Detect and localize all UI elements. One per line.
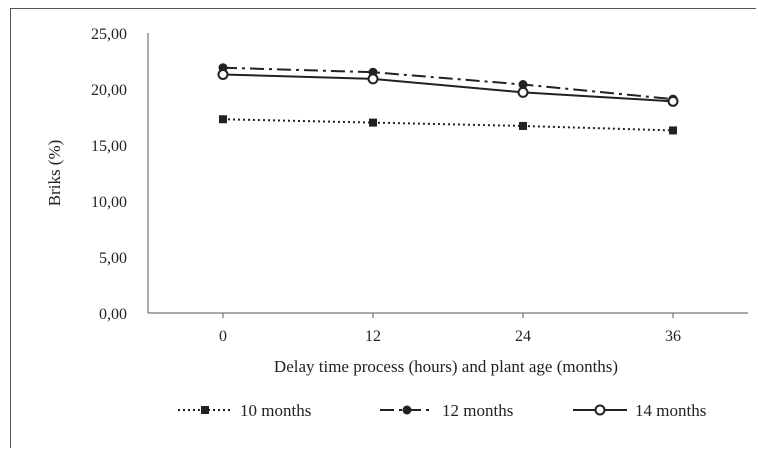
data-point [518,80,528,90]
axes [147,33,748,314]
x-tick-label: 0 [219,328,227,345]
y-tick-label: 15,00 [91,138,127,155]
data-point [519,121,527,130]
data-point [369,118,377,127]
legend-label: 10 months [240,401,311,420]
y-tick-labels: 0,00 5,00 10,00 15,00 20,00 25,00 [91,26,127,323]
data-point [669,126,677,135]
series-line-10-months [222,118,674,132]
legend-item-12-months: 12 months [380,401,513,420]
legend-label: 12 months [442,401,513,420]
data-point [217,68,229,80]
series-layer [217,63,679,135]
data-point [219,115,227,124]
legend-label: 14 months [635,401,706,420]
legend-item-14-months: 14 months [573,401,706,420]
series-line-14-months [222,73,674,103]
series-10-months [219,115,677,135]
x-tick-label: 24 [515,328,531,345]
legend-marker [201,406,209,414]
x-axis-label: Delay time process (hours) and plant age… [274,357,618,376]
legend-marker [594,404,606,416]
data-point [517,86,529,98]
y-axis-label: Briks (%) [45,140,64,207]
series-line-12-months [222,66,674,101]
legend: 10 months 12 months 14 months [178,401,706,420]
series-14-months [217,68,679,107]
data-point [667,95,679,107]
x-tick-label: 36 [665,328,681,345]
y-tick-label: 0,00 [99,306,127,323]
x-tick-label: 12 [365,328,381,345]
y-tick-label: 10,00 [91,194,127,211]
x-tick-labels: 0 12 24 36 [219,313,681,345]
legend-item-10-months: 10 months [178,401,311,420]
data-point [367,73,379,85]
y-tick-label: 25,00 [91,26,127,43]
legend-marker [402,405,412,415]
chart-frame [10,8,756,448]
y-tick-label: 5,00 [99,250,127,267]
y-tick-label: 20,00 [91,82,127,99]
